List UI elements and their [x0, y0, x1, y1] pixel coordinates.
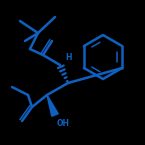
- Text: H: H: [65, 52, 71, 61]
- Text: OH: OH: [57, 118, 69, 127]
- Polygon shape: [47, 95, 58, 116]
